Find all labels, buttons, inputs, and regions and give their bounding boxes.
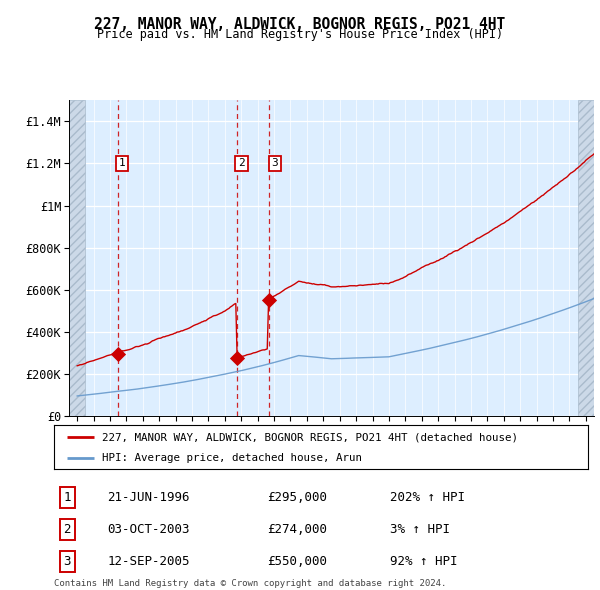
Point [113, 349, 122, 359]
Text: 92% ↑ HPI: 92% ↑ HPI [391, 555, 458, 568]
Text: 1: 1 [64, 491, 71, 504]
Text: 3% ↑ HPI: 3% ↑ HPI [391, 523, 451, 536]
Text: 12-SEP-2005: 12-SEP-2005 [107, 555, 190, 568]
Text: HPI: Average price, detached house, Arun: HPI: Average price, detached house, Arun [102, 453, 362, 463]
Text: 03-OCT-2003: 03-OCT-2003 [107, 523, 190, 536]
Text: 2: 2 [238, 159, 245, 168]
Text: 3: 3 [272, 159, 278, 168]
Text: 3: 3 [64, 555, 71, 568]
Text: 227, MANOR WAY, ALDWICK, BOGNOR REGIS, PO21 4HT: 227, MANOR WAY, ALDWICK, BOGNOR REGIS, P… [94, 17, 506, 31]
Text: £274,000: £274,000 [268, 523, 328, 536]
Bar [578, 100, 594, 416]
Text: 202% ↑ HPI: 202% ↑ HPI [391, 491, 466, 504]
Text: Contains HM Land Registry data © Crown copyright and database right 2024.
This d: Contains HM Land Registry data © Crown c… [54, 579, 446, 590]
Text: 21-JUN-1996: 21-JUN-1996 [107, 491, 190, 504]
Text: £550,000: £550,000 [268, 555, 328, 568]
Point [232, 353, 242, 363]
Text: 2: 2 [64, 523, 71, 536]
Bar [69, 100, 85, 416]
Point [265, 296, 274, 305]
Text: 227, MANOR WAY, ALDWICK, BOGNOR REGIS, PO21 4HT (detached house): 227, MANOR WAY, ALDWICK, BOGNOR REGIS, P… [102, 432, 518, 442]
Text: 1: 1 [119, 159, 125, 168]
Text: £295,000: £295,000 [268, 491, 328, 504]
Text: Price paid vs. HM Land Registry's House Price Index (HPI): Price paid vs. HM Land Registry's House … [97, 28, 503, 41]
